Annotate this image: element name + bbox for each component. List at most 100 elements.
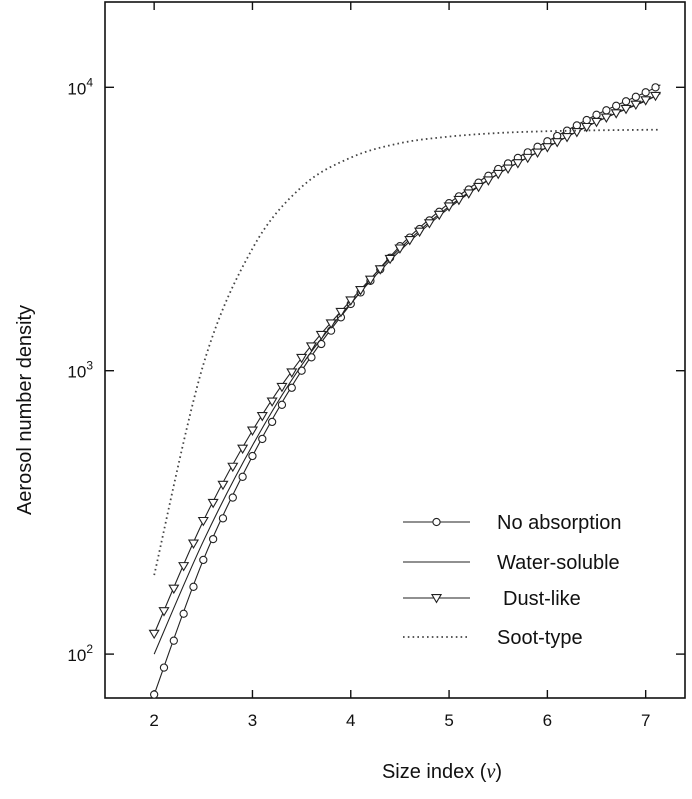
data-point-dust-like (187, 539, 200, 549)
data-point-dust-like (590, 117, 603, 128)
data-point-dust-like (453, 195, 465, 206)
data-point-no-absorption (572, 121, 582, 130)
data-point-no-absorption (208, 534, 218, 544)
data-point-dust-like (286, 368, 298, 378)
data-point-dust-like (472, 182, 485, 193)
data-point-dust-like (158, 607, 170, 617)
data-point-no-absorption (612, 101, 621, 110)
series-layer (148, 83, 662, 699)
data-point-no-absorption (641, 88, 650, 97)
data-point-no-absorption (602, 106, 611, 115)
data-point-no-absorption (218, 514, 228, 523)
data-point-dust-like (581, 122, 593, 133)
data-point-dust-like (227, 462, 239, 473)
data-point-no-absorption (631, 92, 640, 101)
data-point-dust-like (502, 164, 514, 174)
legend-label-water-soluble: Water-soluble (497, 552, 620, 574)
data-point-no-absorption (267, 417, 277, 427)
legend: No absorption Water-soluble Dust-like Soot-… (403, 512, 622, 649)
x-tick-label: 4 (346, 711, 355, 730)
data-point-no-absorption (228, 493, 237, 502)
data-point-no-absorption (169, 636, 178, 645)
y-tick-label: 104 (67, 75, 93, 98)
series-line-soot-type (153, 128, 661, 576)
data-point-dust-like (256, 412, 268, 422)
data-point-dust-like (531, 148, 544, 158)
data-point-no-absorption (150, 690, 159, 699)
data-point-dust-like (522, 153, 534, 164)
x-axis-label-text: Size index (382, 761, 474, 783)
data-point-no-absorption (199, 555, 208, 565)
data-point-dust-like (296, 353, 308, 364)
data-point-dust-like (217, 480, 229, 491)
data-point-dust-like (168, 584, 180, 595)
data-point-dust-like (345, 296, 357, 306)
data-point-dust-like (512, 159, 524, 169)
data-point-dust-like (355, 286, 367, 296)
data-point-dust-like (561, 133, 573, 143)
data-point-no-absorption (651, 83, 660, 92)
data-point-no-absorption (238, 472, 247, 481)
x-tick-label: 2 (149, 711, 158, 730)
legend-marker-no-absorption (432, 517, 441, 527)
data-point-dust-like (600, 113, 612, 124)
data-point-dust-like (315, 330, 327, 341)
data-point-dust-like (414, 227, 426, 238)
data-point-no-absorption (287, 383, 296, 392)
data-point-dust-like (364, 275, 376, 286)
data-point-dust-like (443, 202, 455, 212)
y-axis-label: Aerosol number density (14, 305, 36, 515)
x-tick-label: 3 (248, 711, 257, 730)
x-tick-label: 5 (444, 711, 453, 730)
data-point-dust-like (433, 210, 445, 221)
legend-label-no-absorption: No absorption (497, 512, 622, 534)
data-point-dust-like (394, 244, 406, 254)
data-point-dust-like (551, 138, 563, 148)
series-soot-type (153, 128, 661, 576)
x-axis-label: Size index (ν) (382, 761, 502, 783)
y-tick-label: 103 (67, 359, 93, 382)
y-tick-label: 102 (67, 642, 93, 665)
data-point-no-absorption (582, 115, 591, 125)
data-point-no-absorption (159, 663, 169, 672)
x-tick-label: 7 (641, 711, 650, 730)
data-point-dust-like (207, 498, 219, 509)
data-point-dust-like (404, 236, 416, 246)
data-point-dust-like (423, 219, 435, 229)
series-dust-like (148, 91, 662, 640)
data-point-no-absorption (179, 609, 188, 618)
data-point-dust-like (630, 100, 642, 111)
data-point-dust-like (246, 426, 259, 436)
data-point-dust-like (148, 629, 160, 640)
data-point-dust-like (541, 143, 553, 153)
data-point-no-absorption (189, 582, 198, 591)
data-point-dust-like (374, 265, 386, 275)
legend-marker-dust-like (430, 593, 443, 604)
plot-frame (104, 1, 686, 699)
data-point-no-absorption (277, 400, 287, 409)
data-point-dust-like (620, 104, 632, 115)
x-axis-symbol: ν (486, 761, 495, 783)
data-point-no-absorption (621, 97, 631, 106)
legend-label-dust-like: Dust-like (503, 588, 581, 610)
data-point-no-absorption (592, 110, 601, 119)
data-point-no-absorption (258, 434, 267, 444)
data-point-dust-like (384, 254, 396, 265)
data-point-dust-like (640, 96, 652, 106)
data-point-dust-like (237, 444, 249, 455)
data-point-dust-like (266, 397, 278, 407)
series-no-absorption (150, 83, 661, 699)
data-point-dust-like (178, 562, 190, 572)
x-tick-label: 6 (543, 711, 552, 730)
data-point-dust-like (325, 319, 337, 329)
series-line-no-absorption (153, 84, 661, 695)
legend-label-soot-type: Soot-type (497, 627, 583, 649)
data-point-dust-like (482, 176, 494, 186)
axis-ticks: 2 3 4 5 6 7 102 103 104 (67, 2, 685, 730)
data-point-dust-like (463, 189, 475, 199)
data-point-dust-like (276, 382, 288, 393)
data-point-dust-like (610, 109, 622, 119)
data-point-dust-like (305, 342, 318, 352)
data-point-dust-like (197, 516, 209, 527)
